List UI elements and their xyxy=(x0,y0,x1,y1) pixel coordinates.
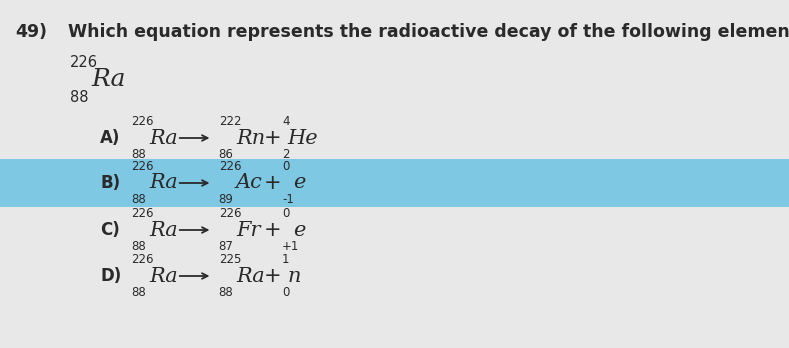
Text: +: + xyxy=(264,220,282,240)
Text: 89: 89 xyxy=(219,193,234,206)
Text: 226: 226 xyxy=(132,253,154,266)
Text: 4: 4 xyxy=(282,114,290,128)
Text: 88: 88 xyxy=(132,286,146,299)
FancyBboxPatch shape xyxy=(0,159,789,207)
Text: 2: 2 xyxy=(282,148,290,161)
Text: Rn: Rn xyxy=(236,128,265,148)
Text: 226: 226 xyxy=(70,55,98,70)
Text: 88: 88 xyxy=(132,148,146,161)
Text: +: + xyxy=(264,128,282,148)
Text: 49): 49) xyxy=(15,23,47,41)
Text: B): B) xyxy=(100,174,120,192)
Text: Ra: Ra xyxy=(149,267,178,285)
Text: Ra: Ra xyxy=(149,221,178,239)
Text: 0: 0 xyxy=(282,207,290,220)
Text: 88: 88 xyxy=(132,193,146,206)
Text: 1: 1 xyxy=(282,253,290,266)
Text: +: + xyxy=(264,266,282,286)
Text: -1: -1 xyxy=(282,193,294,206)
Text: 225: 225 xyxy=(219,253,241,266)
Text: 226: 226 xyxy=(219,207,241,220)
Text: Ra: Ra xyxy=(236,267,265,285)
Text: He: He xyxy=(288,128,318,148)
Text: Ra: Ra xyxy=(149,174,178,192)
Text: 88: 88 xyxy=(132,240,146,253)
Text: 0: 0 xyxy=(282,286,290,299)
Text: 222: 222 xyxy=(219,114,241,128)
Text: Ac: Ac xyxy=(236,174,263,192)
Text: Ra: Ra xyxy=(92,69,125,92)
Text: 226: 226 xyxy=(132,114,154,128)
Text: Ra: Ra xyxy=(149,128,178,148)
Text: n: n xyxy=(288,267,301,285)
Text: e: e xyxy=(294,221,306,239)
Text: +: + xyxy=(264,173,282,193)
Text: Fr: Fr xyxy=(236,221,260,239)
Text: C): C) xyxy=(100,221,120,239)
Text: +1: +1 xyxy=(282,240,299,253)
Text: 226: 226 xyxy=(219,160,241,173)
Text: e: e xyxy=(294,174,306,192)
Text: 88: 88 xyxy=(219,286,234,299)
Text: 226: 226 xyxy=(132,207,154,220)
Text: 87: 87 xyxy=(219,240,234,253)
Text: A): A) xyxy=(100,129,121,147)
Text: 0: 0 xyxy=(282,160,290,173)
Text: 88: 88 xyxy=(70,90,88,105)
Text: Which equation represents the radioactive decay of the following element?: Which equation represents the radioactiv… xyxy=(68,23,789,41)
Text: 226: 226 xyxy=(132,160,154,173)
Text: 86: 86 xyxy=(219,148,234,161)
Text: D): D) xyxy=(100,267,122,285)
